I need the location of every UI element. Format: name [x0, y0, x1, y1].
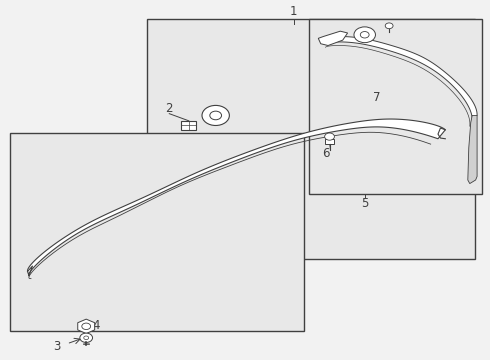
- Circle shape: [82, 323, 91, 329]
- Text: 3: 3: [53, 340, 61, 353]
- Text: 7: 7: [373, 91, 381, 104]
- Polygon shape: [326, 36, 477, 121]
- Bar: [181, 121, 196, 130]
- Circle shape: [360, 32, 369, 38]
- Circle shape: [385, 23, 393, 29]
- Circle shape: [354, 27, 375, 42]
- Polygon shape: [318, 31, 347, 45]
- Text: 5: 5: [361, 197, 368, 210]
- Bar: [147, 19, 475, 259]
- Circle shape: [202, 105, 229, 126]
- Polygon shape: [468, 116, 477, 184]
- Bar: [10, 134, 304, 330]
- Circle shape: [80, 333, 93, 342]
- Circle shape: [210, 111, 221, 120]
- Bar: [309, 19, 482, 194]
- Circle shape: [84, 336, 89, 339]
- Text: 6: 6: [322, 147, 329, 159]
- Bar: [325, 139, 334, 144]
- Polygon shape: [27, 119, 445, 276]
- Circle shape: [325, 133, 334, 140]
- Text: 4: 4: [92, 319, 100, 332]
- Text: 2: 2: [166, 102, 173, 115]
- Text: 1: 1: [290, 5, 297, 18]
